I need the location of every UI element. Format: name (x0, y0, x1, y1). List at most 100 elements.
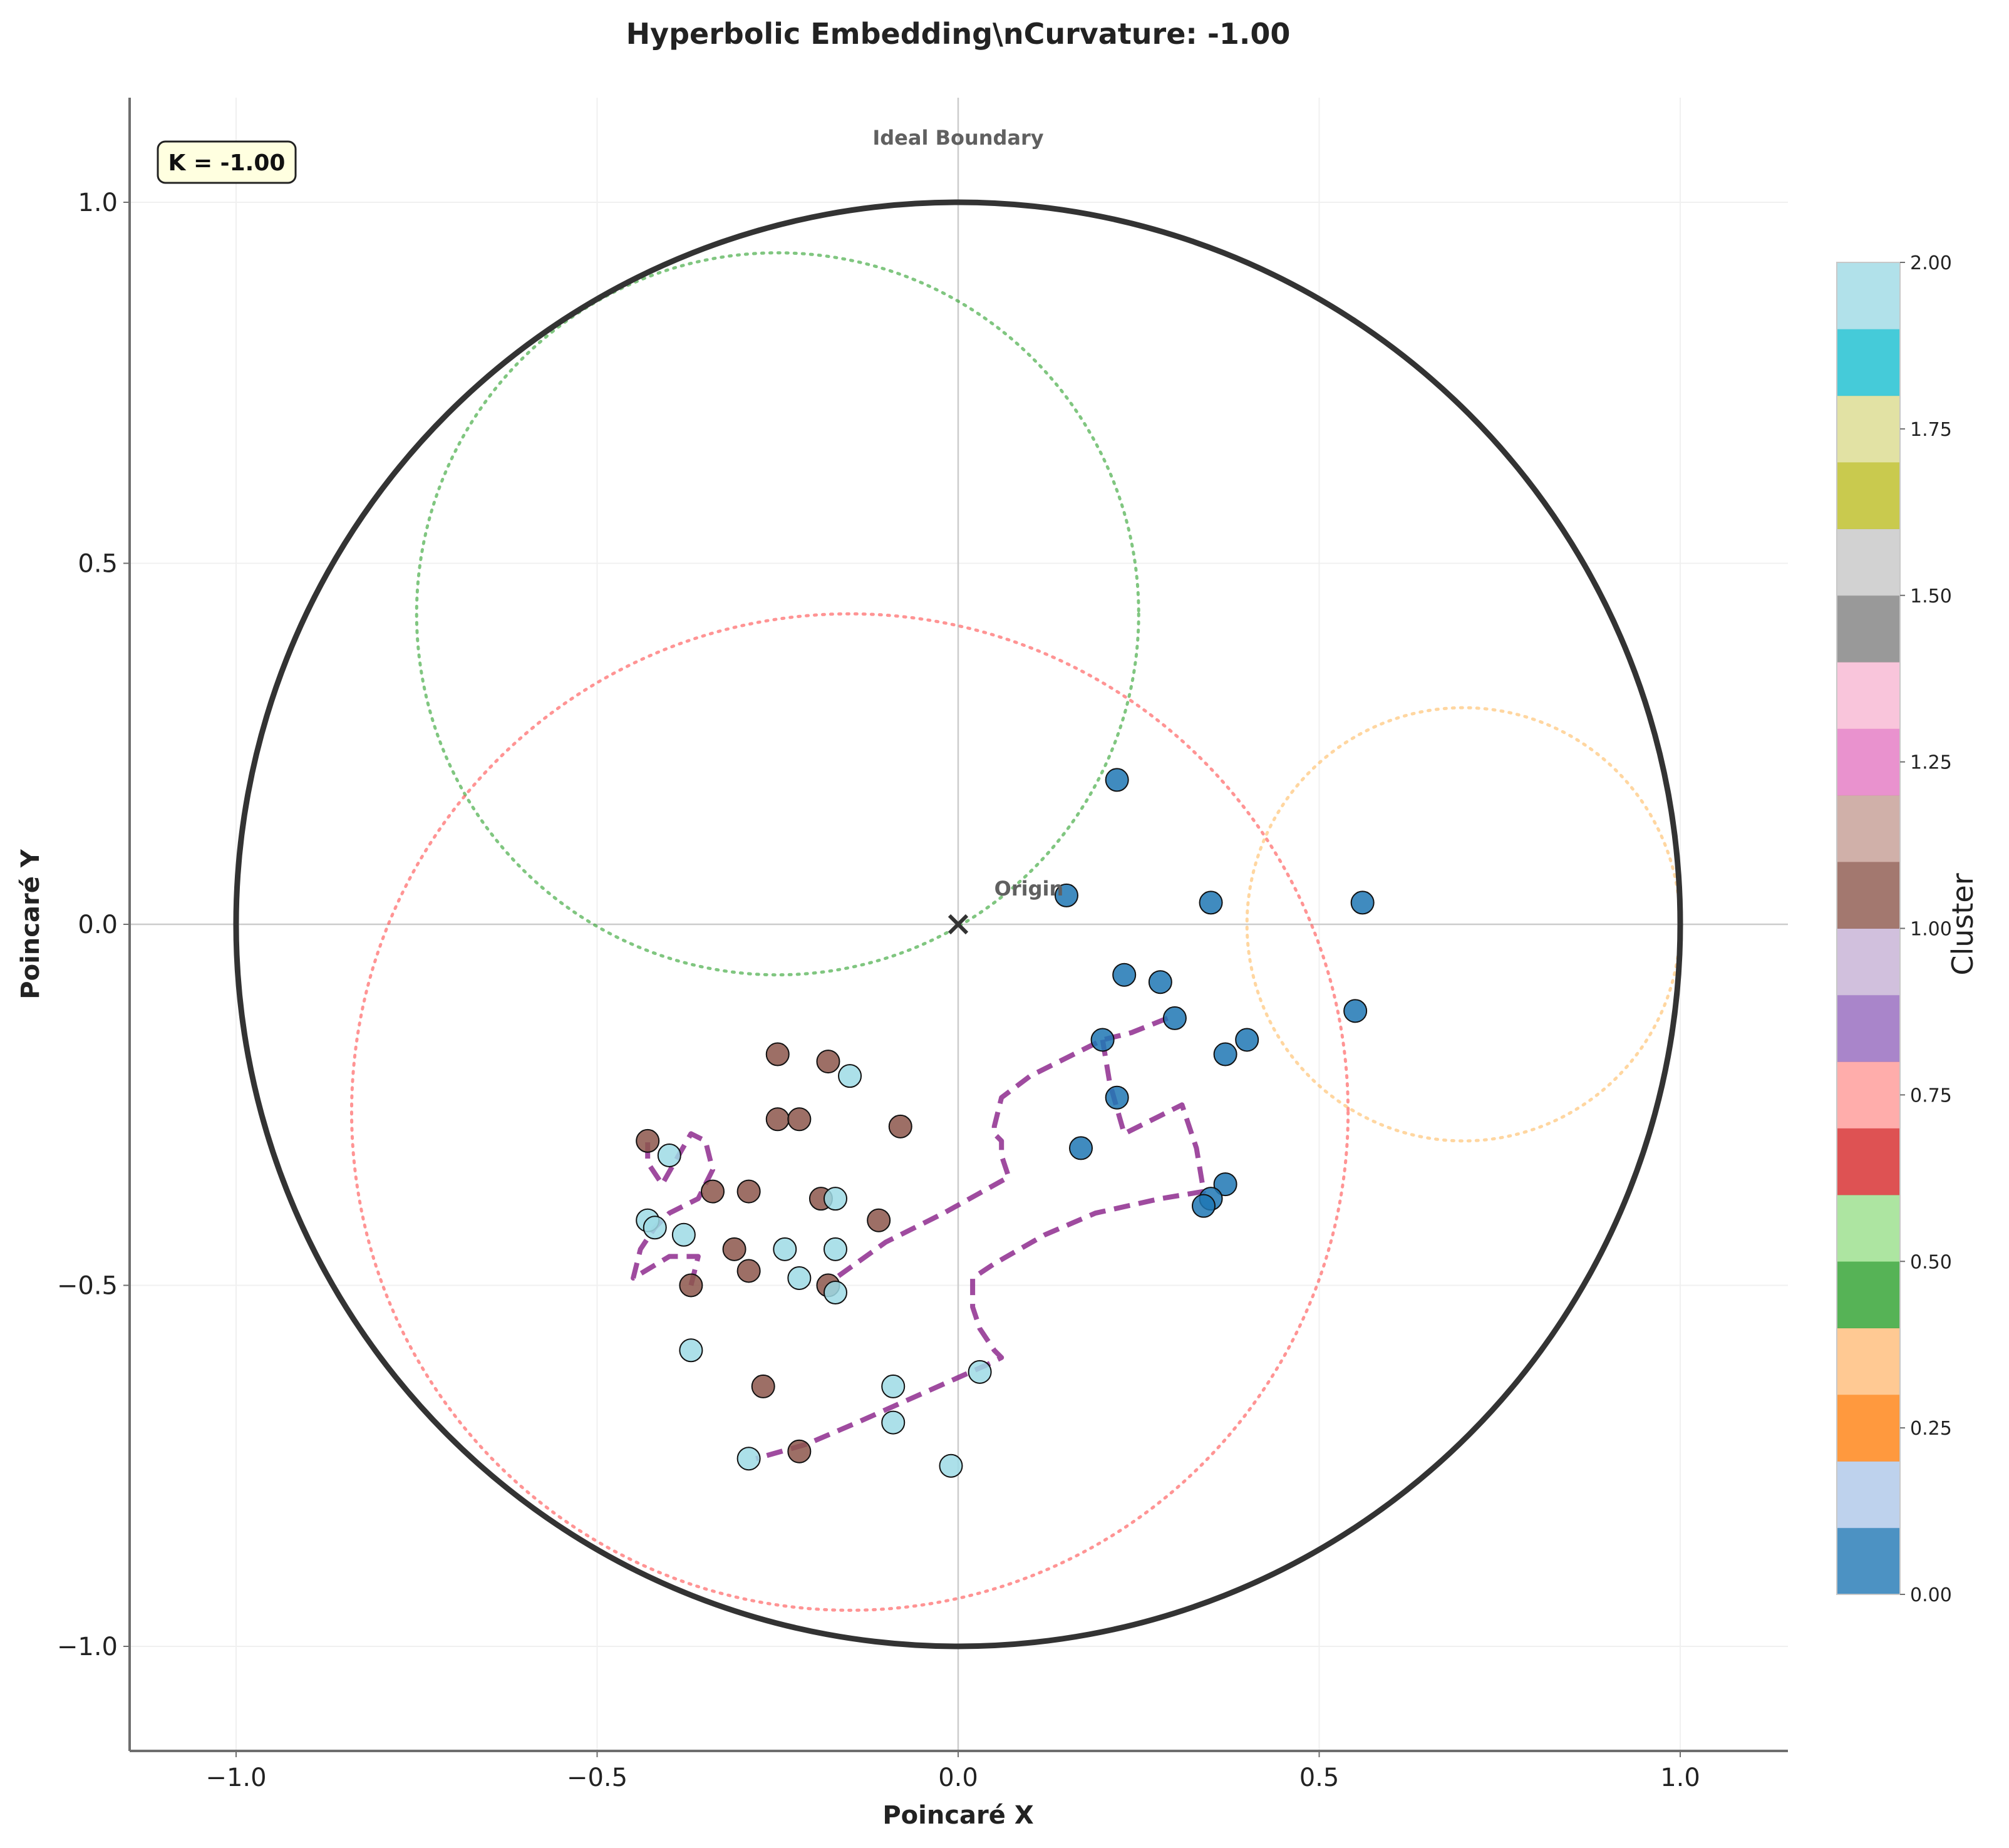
data-point-cluster-2 (679, 1338, 703, 1363)
colorbar-tick-label: 1.00 (1910, 919, 1952, 941)
y-tick-label: 1.0 (78, 188, 118, 217)
unit-circle-boundary (233, 199, 1683, 1649)
colorbar-tick-label: 0.00 (1910, 1584, 1952, 1606)
colorbar-segment (1837, 462, 1900, 529)
data-point-cluster-0 (1192, 1194, 1216, 1218)
data-point-cluster-1 (636, 1128, 660, 1153)
poincare-disk-boundary (233, 199, 1683, 1649)
colorbar-segment (1837, 329, 1900, 396)
colorbar-segment (1837, 862, 1900, 929)
reference-circle-1 (415, 251, 1140, 977)
geodesic-path-1 (834, 1016, 1169, 1281)
data-point-cluster-2 (838, 1064, 862, 1088)
colorbar-label: Cluster (1946, 873, 1980, 975)
data-point-cluster-2 (823, 1187, 847, 1211)
colorbar-tick-label: 0.50 (1910, 1251, 1952, 1273)
y-tick-label: −0.5 (57, 1272, 118, 1301)
data-point-cluster-2 (939, 1453, 963, 1478)
colorbar-segment (1837, 1061, 1900, 1129)
y-tick-label: 0.0 (78, 911, 118, 939)
colorbar-segment (1837, 795, 1900, 862)
x-tick-label: 1.0 (1660, 1763, 1700, 1792)
origin-label: Origin (994, 877, 1064, 901)
geodesic-paths (631, 1016, 1206, 1462)
colorbar-segment (1837, 1194, 1900, 1262)
data-point-cluster-1 (700, 1179, 725, 1204)
data-point-cluster-0 (1162, 1006, 1187, 1030)
origin-x-stroke (948, 914, 969, 935)
x-axis-label: Poincaré X (882, 1801, 1033, 1830)
data-point-cluster-0 (1235, 1028, 1259, 1052)
colorbar-segment (1837, 262, 1900, 329)
data-point-cluster-2 (968, 1360, 992, 1384)
data-point-cluster-2 (881, 1374, 906, 1398)
data-point-cluster-0 (1350, 890, 1375, 915)
chart-title: Hyperbolic Embedding\nCurvature: -1.00 (626, 17, 1291, 51)
x-tick-label: −1.0 (205, 1763, 266, 1792)
colorbar-tick-label: 2.00 (1910, 252, 1952, 274)
curvature-box: K = -1.00 (157, 140, 297, 184)
x-tick-label: 0.5 (1299, 1763, 1340, 1792)
x-tick-label: −0.5 (567, 1763, 627, 1792)
data-point-cluster-1 (765, 1107, 790, 1132)
colorbar-segment (1837, 395, 1900, 463)
data-point-cluster-1 (736, 1179, 761, 1204)
data-point-cluster-2 (773, 1237, 797, 1261)
y-tick-label: 0.5 (78, 550, 118, 579)
origin-marker (948, 914, 969, 935)
colorbar-segment (1837, 1461, 1900, 1529)
colorbar (1836, 262, 1901, 1595)
x-tick-label: 0.0 (938, 1763, 978, 1792)
scatter-points (636, 768, 1375, 1478)
colorbar-tick-label: 1.75 (1910, 419, 1952, 441)
colorbar-segment (1837, 1328, 1900, 1395)
data-point-cluster-1 (679, 1273, 703, 1298)
y-tick-labels: −1.0 −0.5 0.0 0.5 1.0 (57, 188, 130, 1661)
data-point-cluster-2 (823, 1281, 847, 1305)
ideal-boundary-label: Ideal Boundary (872, 126, 1043, 150)
y-axis-label: Poincaré Y (16, 849, 45, 999)
data-point-cluster-0 (1069, 1136, 1093, 1160)
x-tick-labels: −1.0 −0.5 0.0 0.5 1.0 (205, 1751, 1700, 1792)
data-point-cluster-1 (867, 1208, 891, 1232)
data-point-cluster-1 (787, 1107, 812, 1132)
reference-circle-2 (349, 612, 1350, 1612)
data-point-cluster-1 (888, 1114, 912, 1138)
colorbar-segment (1837, 1394, 1900, 1462)
data-point-cluster-2 (881, 1410, 906, 1435)
data-point-cluster-1 (751, 1374, 775, 1398)
data-point-cluster-0 (1112, 963, 1137, 987)
data-point-cluster-0 (1343, 999, 1368, 1023)
data-point-cluster-1 (722, 1237, 746, 1261)
data-point-cluster-2 (787, 1266, 812, 1290)
y-tick-label: −1.0 (57, 1633, 118, 1661)
colorbar-segment (1837, 928, 1900, 996)
colorbar-tick-label: 1.50 (1910, 586, 1952, 607)
data-point-cluster-0 (1090, 1028, 1115, 1052)
colorbar-tick-label: 1.25 (1910, 752, 1952, 774)
colorbar-segment (1837, 662, 1900, 729)
colorbar-segment (1837, 529, 1900, 596)
colorbar-tick-label: 0.75 (1910, 1085, 1952, 1107)
colorbar-segment (1837, 1261, 1900, 1329)
data-point-cluster-2 (823, 1237, 847, 1261)
data-point-cluster-0 (1148, 970, 1172, 994)
data-point-cluster-2 (657, 1143, 681, 1167)
data-point-cluster-1 (765, 1042, 790, 1066)
data-point-cluster-0 (1105, 768, 1129, 792)
data-point-cluster-2 (671, 1222, 696, 1247)
colorbar-segment (1837, 595, 1900, 663)
colorbar-segment (1837, 994, 1900, 1062)
colorbar-segment (1837, 1128, 1900, 1195)
data-point-cluster-0 (1213, 1042, 1237, 1066)
data-point-cluster-0 (1054, 883, 1078, 907)
data-point-cluster-1 (787, 1439, 812, 1463)
colorbar-tick-labels: 0.00 0.25 0.50 0.75 1.00 1.25 1.50 1.75 2.00 (1900, 252, 1952, 1606)
data-point-cluster-2 (643, 1216, 667, 1240)
geodesic-path-3 (631, 1131, 715, 1286)
data-point-cluster-0 (1213, 1172, 1237, 1197)
data-point-cluster-1 (816, 1050, 840, 1074)
reference-circles (349, 251, 1682, 1612)
geodesic-path-2 (755, 1039, 1206, 1462)
